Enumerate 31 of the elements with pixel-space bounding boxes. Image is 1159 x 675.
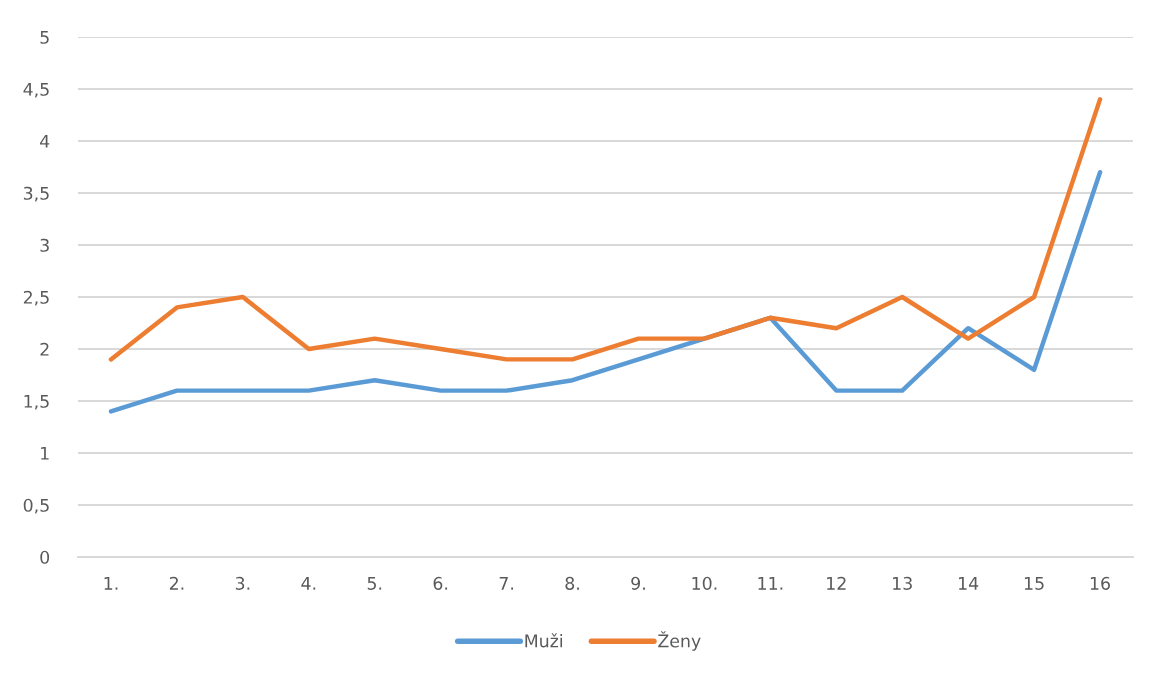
x-tick-label: 7. (499, 576, 513, 590)
legend-label: Ženy (658, 631, 701, 651)
x-tick-label: 4. (301, 576, 316, 590)
y-tick-label: 1,5 (24, 394, 49, 410)
x-tick-label: 6. (433, 576, 448, 590)
x-tick-label: 3. (235, 576, 250, 590)
y-tick-label: 0 (40, 550, 50, 564)
x-tick-label: 8. (565, 576, 579, 590)
y-tick-label: 4 (40, 134, 50, 148)
legend-label: Muži (525, 633, 563, 648)
y-tick-label: 2,5 (23, 290, 49, 306)
x-tick-label: 10. (692, 576, 717, 590)
x-tick-label: 13 (893, 576, 912, 590)
x-tick-label: 1. (104, 576, 118, 590)
line-series (108, 169, 1103, 414)
y-tick-label: 1 (41, 446, 49, 460)
y-tick-label: 5 (40, 30, 49, 44)
x-tick-label: 12 (827, 576, 846, 590)
x-tick-label: 2. (169, 576, 184, 590)
y-tick-label: 2 (40, 342, 49, 356)
x-tick-label: 9. (631, 576, 645, 590)
line-series (108, 97, 1103, 362)
x-tick-label: 15 (1024, 576, 1044, 590)
x-tick-label: 16 (1090, 576, 1110, 590)
y-tick-label: 0,5 (23, 498, 49, 514)
y-tick-label: 4,5 (23, 82, 49, 98)
x-tick-label: 11. (758, 576, 783, 590)
x-tick-label: 5. (367, 576, 382, 590)
y-tick-label: 3,5 (23, 186, 49, 202)
y-tick-label: 3 (40, 238, 49, 252)
x-tick-label: 14 (959, 576, 979, 590)
